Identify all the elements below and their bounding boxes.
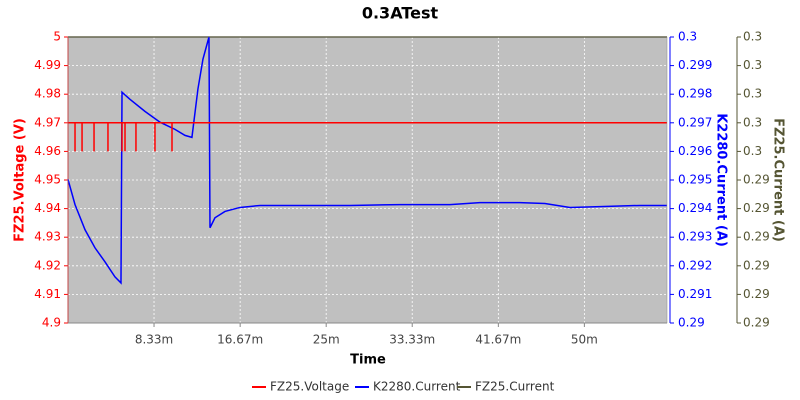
legend-label: FZ25.Voltage — [270, 380, 349, 394]
y3-tick-label: 0.29 — [743, 287, 770, 301]
y3-axis-title: FZ25.Current (A) — [771, 118, 786, 242]
x-tick-label: 41.67m — [475, 333, 521, 347]
y2-tick-label: 0.294 — [678, 201, 712, 215]
y-tick-label: 4.9 — [42, 316, 61, 330]
y3-tick-label: 0.3 — [743, 115, 762, 129]
y2-tick-label: 0.295 — [678, 173, 712, 187]
y3-tick-label: 0.29 — [743, 258, 770, 272]
x-tick-label: 25m — [313, 333, 340, 347]
y2-tick-label: 0.292 — [678, 258, 712, 272]
y3-tick-label: 0.29 — [743, 201, 770, 215]
y-tick-label: 4.97 — [34, 115, 61, 129]
legend-label: FZ25.Current — [475, 380, 555, 394]
y3-tick-label: 0.3 — [743, 87, 762, 101]
y2-axis-title: K2280.Current (A) — [714, 113, 729, 247]
y3-tick-label: 0.3 — [743, 144, 762, 158]
y-tick-label: 4.98 — [34, 87, 61, 101]
y3-tick-label: 0.29 — [743, 316, 770, 330]
x-tick-label: 33.33m — [389, 333, 435, 347]
y-tick-label: 4.94 — [34, 201, 61, 215]
y2-tick-label: 0.298 — [678, 87, 712, 101]
series-line — [68, 122, 667, 152]
chart-title: 0.3ATest — [362, 4, 439, 23]
plot-area — [68, 37, 667, 323]
y-tick-label: 4.93 — [34, 230, 61, 244]
y3-tick-label: 0.3 — [743, 58, 762, 72]
y2-tick-label: 0.291 — [678, 287, 712, 301]
y2-tick-label: 0.3 — [678, 30, 697, 44]
y-tick-label: 5 — [53, 30, 61, 44]
legend-label: K2280.Current — [373, 380, 461, 394]
y-tick-label: 4.92 — [34, 258, 61, 272]
y2-tick-label: 0.296 — [678, 144, 712, 158]
y-tick-label: 4.91 — [34, 287, 61, 301]
x-tick-label: 16.67m — [217, 333, 263, 347]
y2-tick-label: 0.29 — [678, 316, 705, 330]
y3-tick-label: 0.3 — [743, 30, 762, 44]
y3-tick-label: 0.29 — [743, 173, 770, 187]
y-axis-title: FZ25.Voltage (V) — [13, 118, 28, 242]
x-tick-label: 8.33m — [135, 333, 173, 347]
y-tick-label: 4.99 — [34, 58, 61, 72]
y-tick-label: 4.96 — [34, 144, 61, 158]
y3-tick-label: 0.29 — [743, 230, 770, 244]
y2-tick-label: 0.293 — [678, 230, 712, 244]
y-tick-label: 4.95 — [34, 173, 61, 187]
y2-tick-label: 0.299 — [678, 58, 712, 72]
y2-tick-label: 0.297 — [678, 115, 712, 129]
x-axis-title: Time — [350, 353, 386, 368]
x-tick-label: 50m — [571, 333, 598, 347]
plot-border — [67, 36, 668, 324]
